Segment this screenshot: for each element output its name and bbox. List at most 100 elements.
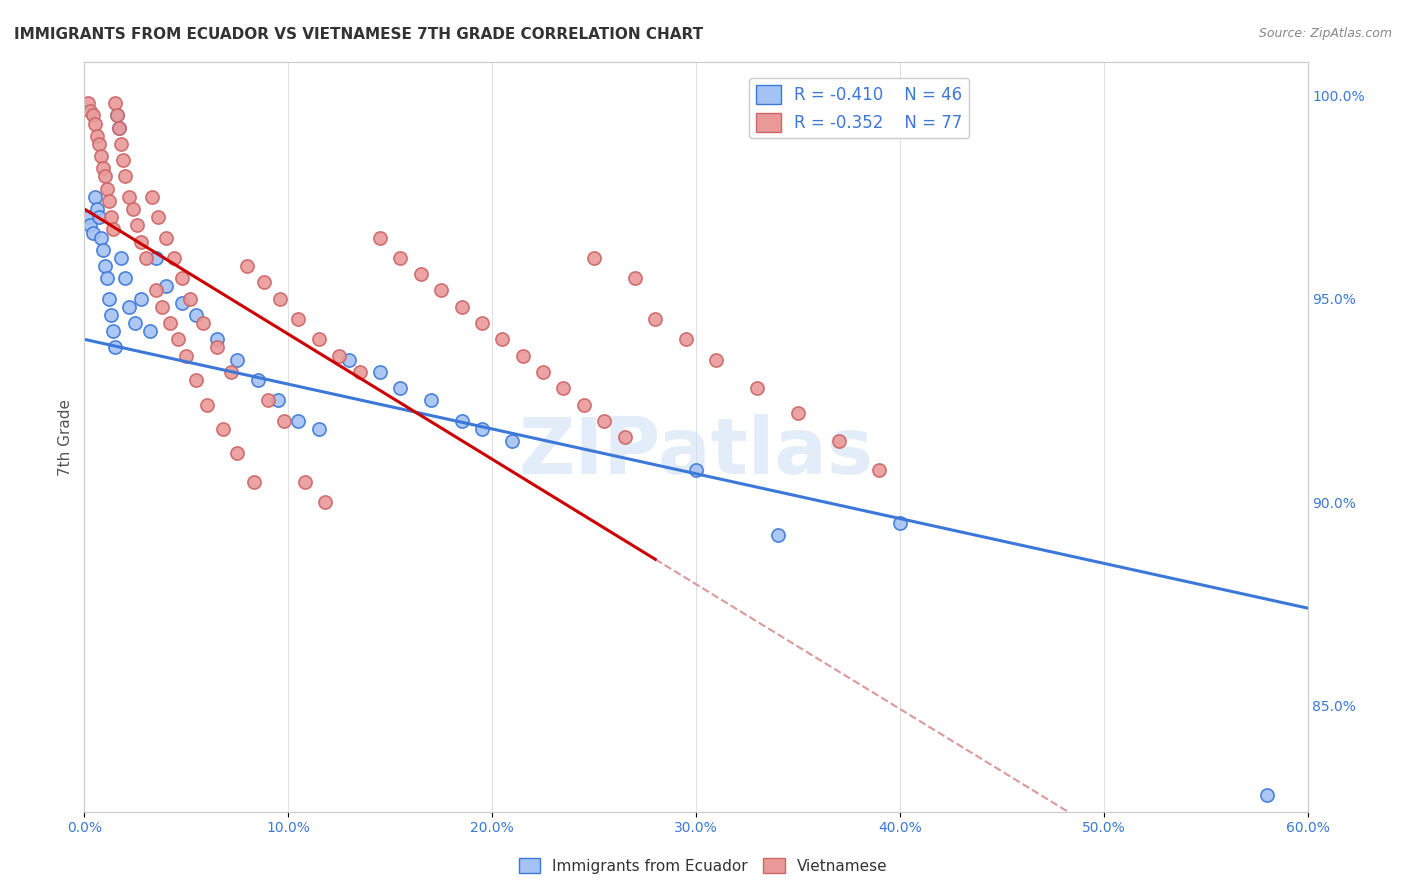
Point	[287, 414, 309, 428]
Point	[314, 495, 336, 509]
Point	[87, 210, 110, 224]
Point	[138, 324, 160, 338]
Point	[118, 300, 141, 314]
Point	[339, 352, 361, 367]
Point	[141, 190, 163, 204]
Point	[1256, 789, 1278, 803]
Point	[593, 414, 616, 428]
Point	[869, 463, 891, 477]
Point	[287, 312, 309, 326]
Point	[450, 414, 472, 428]
Point	[219, 365, 242, 379]
Point	[163, 251, 186, 265]
Point	[135, 251, 157, 265]
Point	[131, 292, 153, 306]
Point	[191, 316, 214, 330]
Point	[96, 182, 118, 196]
Point	[172, 271, 194, 285]
Point	[308, 332, 330, 346]
Point	[267, 393, 290, 408]
Point	[644, 312, 666, 326]
Point	[93, 259, 115, 273]
Point	[97, 292, 120, 306]
Point	[706, 352, 728, 367]
Point	[242, 475, 264, 489]
Point	[389, 381, 412, 395]
Point	[212, 422, 235, 436]
Point	[101, 222, 124, 236]
Point	[273, 414, 295, 428]
Point	[83, 190, 105, 204]
Point	[553, 381, 575, 395]
Point	[112, 153, 135, 168]
Point	[145, 251, 167, 265]
Point	[747, 381, 769, 395]
Point	[108, 120, 131, 135]
Point	[409, 267, 432, 281]
Text: Source: ZipAtlas.com: Source: ZipAtlas.com	[1258, 27, 1392, 40]
Point	[502, 434, 524, 449]
Point	[257, 393, 280, 408]
Legend: R = -0.410    N = 46, R = -0.352    N = 77: R = -0.410 N = 46, R = -0.352 N = 77	[749, 78, 969, 138]
Legend: Immigrants from Ecuador, Vietnamese: Immigrants from Ecuador, Vietnamese	[513, 852, 893, 880]
Point	[195, 397, 218, 411]
Point	[87, 136, 110, 151]
Point	[186, 308, 208, 322]
Point	[308, 422, 330, 436]
Point	[226, 352, 249, 367]
Point	[246, 373, 269, 387]
Point	[145, 284, 167, 298]
Point	[471, 316, 494, 330]
Point	[624, 271, 647, 285]
Point	[105, 108, 128, 122]
Point	[450, 300, 472, 314]
Point	[471, 422, 494, 436]
Point	[104, 341, 127, 355]
Point	[86, 202, 108, 216]
Point	[114, 271, 136, 285]
Point	[491, 332, 513, 346]
Y-axis label: 7th Grade: 7th Grade	[58, 399, 73, 475]
Point	[294, 475, 316, 489]
Point	[79, 104, 101, 119]
Point	[77, 210, 100, 224]
Point	[90, 149, 112, 163]
Point	[82, 108, 104, 122]
Point	[86, 128, 108, 143]
Point	[685, 463, 707, 477]
Point	[675, 332, 697, 346]
Point	[122, 202, 145, 216]
Point	[105, 108, 128, 122]
Point	[531, 365, 554, 379]
Point	[91, 243, 114, 257]
Point	[108, 120, 131, 135]
Point	[572, 397, 595, 411]
Point	[79, 219, 101, 233]
Text: IMMIGRANTS FROM ECUADOR VS VIETNAMESE 7TH GRADE CORRELATION CHART: IMMIGRANTS FROM ECUADOR VS VIETNAMESE 7T…	[14, 27, 703, 42]
Point	[349, 365, 371, 379]
Point	[110, 136, 132, 151]
Point	[205, 341, 228, 355]
Point	[174, 349, 197, 363]
Point	[82, 227, 104, 241]
Point	[96, 271, 118, 285]
Point	[179, 292, 201, 306]
Point	[253, 276, 276, 290]
Point	[828, 434, 851, 449]
Point	[93, 169, 115, 184]
Point	[420, 393, 443, 408]
Point	[77, 96, 100, 111]
Point	[172, 295, 194, 310]
Point	[328, 349, 350, 363]
Point	[150, 300, 173, 314]
Point	[430, 284, 453, 298]
Point	[368, 230, 391, 244]
Point	[118, 190, 141, 204]
Point	[127, 219, 149, 233]
Point	[100, 210, 122, 224]
Point	[91, 161, 114, 176]
Point	[155, 230, 177, 244]
Point	[110, 251, 132, 265]
Point	[101, 324, 124, 338]
Point	[146, 210, 169, 224]
